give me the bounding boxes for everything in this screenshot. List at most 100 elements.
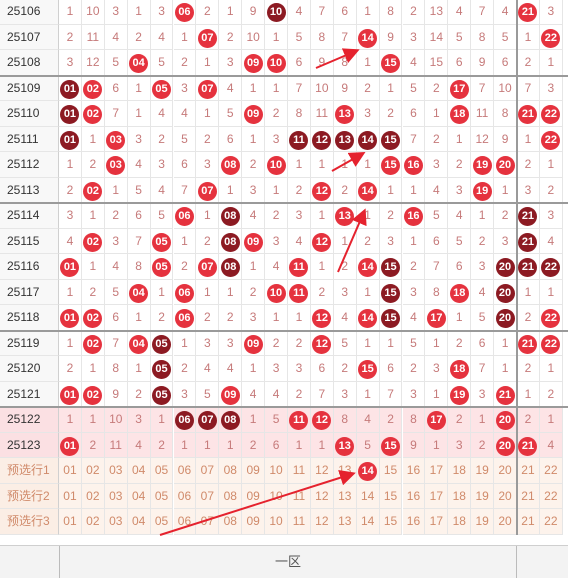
number-ball: 08 xyxy=(220,232,240,252)
number-cell: 2 xyxy=(539,177,563,203)
number-cell: 2 xyxy=(356,75,380,101)
issue-number: 25109 xyxy=(0,75,59,101)
number-cell: 04 xyxy=(127,509,151,535)
number-ball: 21 xyxy=(518,207,538,226)
number-cell: 20 xyxy=(494,407,517,433)
number-ball: 13 xyxy=(335,105,355,124)
number-cell: 07 xyxy=(196,254,220,280)
number-cell: 22 xyxy=(539,254,563,280)
number-cell: 09 xyxy=(242,483,266,509)
number-cell: 05 xyxy=(150,330,174,356)
number-cell: 02 xyxy=(81,381,105,407)
number-cell: 3 xyxy=(402,381,426,407)
number-cell: 5 xyxy=(402,330,426,356)
number-cell: 10 xyxy=(104,407,128,433)
number-ball: 03 xyxy=(106,130,126,150)
number-cell: 3 xyxy=(173,75,197,101)
number-cell: 7 xyxy=(104,330,128,356)
number-cell: 05 xyxy=(150,483,174,509)
number-ball: 21 xyxy=(518,105,538,124)
number-cell: 3 xyxy=(425,152,449,178)
number-ball: 01 xyxy=(60,436,80,456)
zone-label: 一区 xyxy=(274,554,301,569)
number-cell: 21 xyxy=(517,432,540,458)
number-cell: 2 xyxy=(242,279,266,305)
number-cell: 22 xyxy=(539,509,563,535)
number-cell: 10 xyxy=(81,0,105,25)
number-cell: 4 xyxy=(425,177,449,203)
number-cell: 6 xyxy=(219,126,243,152)
number-cell: 22 xyxy=(539,305,563,331)
number-ball: 20 xyxy=(495,309,515,328)
number-cell: 3 xyxy=(150,0,174,25)
number-cell: 2 xyxy=(356,228,380,254)
number-cell: 2 xyxy=(288,381,311,407)
number-cell: 1 xyxy=(81,203,105,229)
number-cell: 08 xyxy=(219,483,243,509)
number-cell: 1 xyxy=(517,381,540,407)
number-cell: 16 xyxy=(402,152,426,178)
number-cell: 1 xyxy=(242,75,266,101)
number-cell: 8 xyxy=(104,356,128,382)
issue-number: 25121 xyxy=(0,381,59,407)
number-cell: 09 xyxy=(242,458,266,484)
number-cell: 15 xyxy=(356,356,380,382)
number-cell: 18 xyxy=(448,356,472,382)
number-cell: 10 xyxy=(494,75,517,101)
number-cell: 13 xyxy=(333,432,357,458)
number-cell: 03 xyxy=(104,483,128,509)
number-ball: 19 xyxy=(472,156,492,175)
number-cell: 2 xyxy=(242,152,266,178)
number-cell: 20 xyxy=(494,152,517,178)
number-cell: 20 xyxy=(494,254,517,280)
number-cell: 6 xyxy=(173,152,197,178)
number-cell: 04 xyxy=(127,50,151,76)
number-cell: 4 xyxy=(219,75,243,101)
number-cell: 12 xyxy=(310,458,334,484)
number-cell: 09 xyxy=(242,330,266,356)
number-ball: 11 xyxy=(289,258,309,277)
number-ball: 08 xyxy=(220,258,240,277)
number-cell: 02 xyxy=(81,483,105,509)
issue-number: 25107 xyxy=(0,24,59,50)
issue-number: 25113 xyxy=(0,177,59,203)
number-cell: 6 xyxy=(127,203,151,229)
number-cell: 4 xyxy=(150,24,174,50)
number-cell: 5 xyxy=(333,330,357,356)
number-cell: 5 xyxy=(196,381,220,407)
number-cell: 06 xyxy=(173,509,197,535)
number-cell: 20 xyxy=(494,279,517,305)
number-cell: 02 xyxy=(81,458,105,484)
number-ball: 07 xyxy=(197,258,217,277)
number-cell: 20 xyxy=(494,458,517,484)
number-cell: 7 xyxy=(517,75,540,101)
number-cell: 1 xyxy=(471,407,495,433)
number-cell: 3 xyxy=(402,24,426,50)
number-cell: 3 xyxy=(539,0,563,25)
number-cell: 7 xyxy=(173,177,197,203)
number-ball: 22 xyxy=(541,28,561,48)
number-cell: 5 xyxy=(288,24,311,50)
number-ball: 09 xyxy=(243,334,263,354)
number-cell: 2 xyxy=(539,381,563,407)
number-ball: 07 xyxy=(197,181,217,201)
number-cell: 07 xyxy=(196,407,220,433)
number-cell: 5 xyxy=(448,228,472,254)
number-cell: 04 xyxy=(127,458,151,484)
number-cell: 1 xyxy=(127,101,151,127)
number-cell: 10 xyxy=(265,483,288,509)
number-ball: 21 xyxy=(518,232,538,252)
number-ball: 12 xyxy=(312,309,332,328)
number-cell: 15 xyxy=(379,279,403,305)
number-cell: 1 xyxy=(196,279,220,305)
number-cell: 13 xyxy=(333,509,357,535)
number-cell: 1 xyxy=(150,279,174,305)
number-cell: 1 xyxy=(127,0,151,25)
number-ball: 02 xyxy=(83,232,103,252)
number-cell: 10 xyxy=(265,0,288,25)
number-cell: 2 xyxy=(402,254,426,280)
number-cell: 07 xyxy=(196,483,220,509)
number-ball: 07 xyxy=(197,28,217,48)
number-cell: 08 xyxy=(219,254,243,280)
number-cell: 9 xyxy=(494,126,517,152)
